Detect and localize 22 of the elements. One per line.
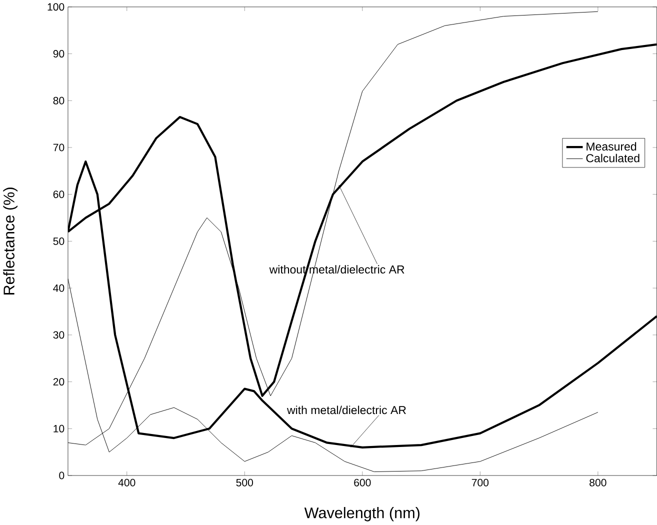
x-tick-label: 600 — [354, 479, 371, 487]
x-tick-label: 800 — [590, 479, 606, 487]
y-tick-label: 10 — [54, 425, 64, 433]
legend-label: Calculated — [586, 154, 640, 163]
y-tick-label: 0 — [59, 472, 64, 480]
annotation: without metal/dielectric AR — [269, 265, 404, 274]
y-tick-label: 30 — [53, 331, 64, 339]
x-tick-label: 500 — [236, 479, 253, 487]
y-tick-label: 20 — [53, 378, 64, 386]
x-axis-title: Wavelength (nm) — [304, 507, 420, 522]
y-axis-title: Reflectance (%) — [3, 188, 18, 295]
x-tick-label: 700 — [472, 479, 489, 487]
legend-label: Measured — [586, 142, 636, 151]
y-tick-label: 50 — [53, 238, 64, 246]
x-tick-label: 400 — [118, 479, 136, 487]
y-tick-label: 70 — [53, 144, 64, 152]
y-tick-label: 40 — [53, 284, 64, 292]
annotation: with metal/dielectric AR — [286, 406, 406, 414]
y-tick-label: 80 — [53, 97, 64, 105]
y-tick-label: 60 — [53, 190, 64, 198]
y-tick-label: 90 — [53, 50, 64, 58]
y-tick-label: 100 — [48, 3, 64, 11]
